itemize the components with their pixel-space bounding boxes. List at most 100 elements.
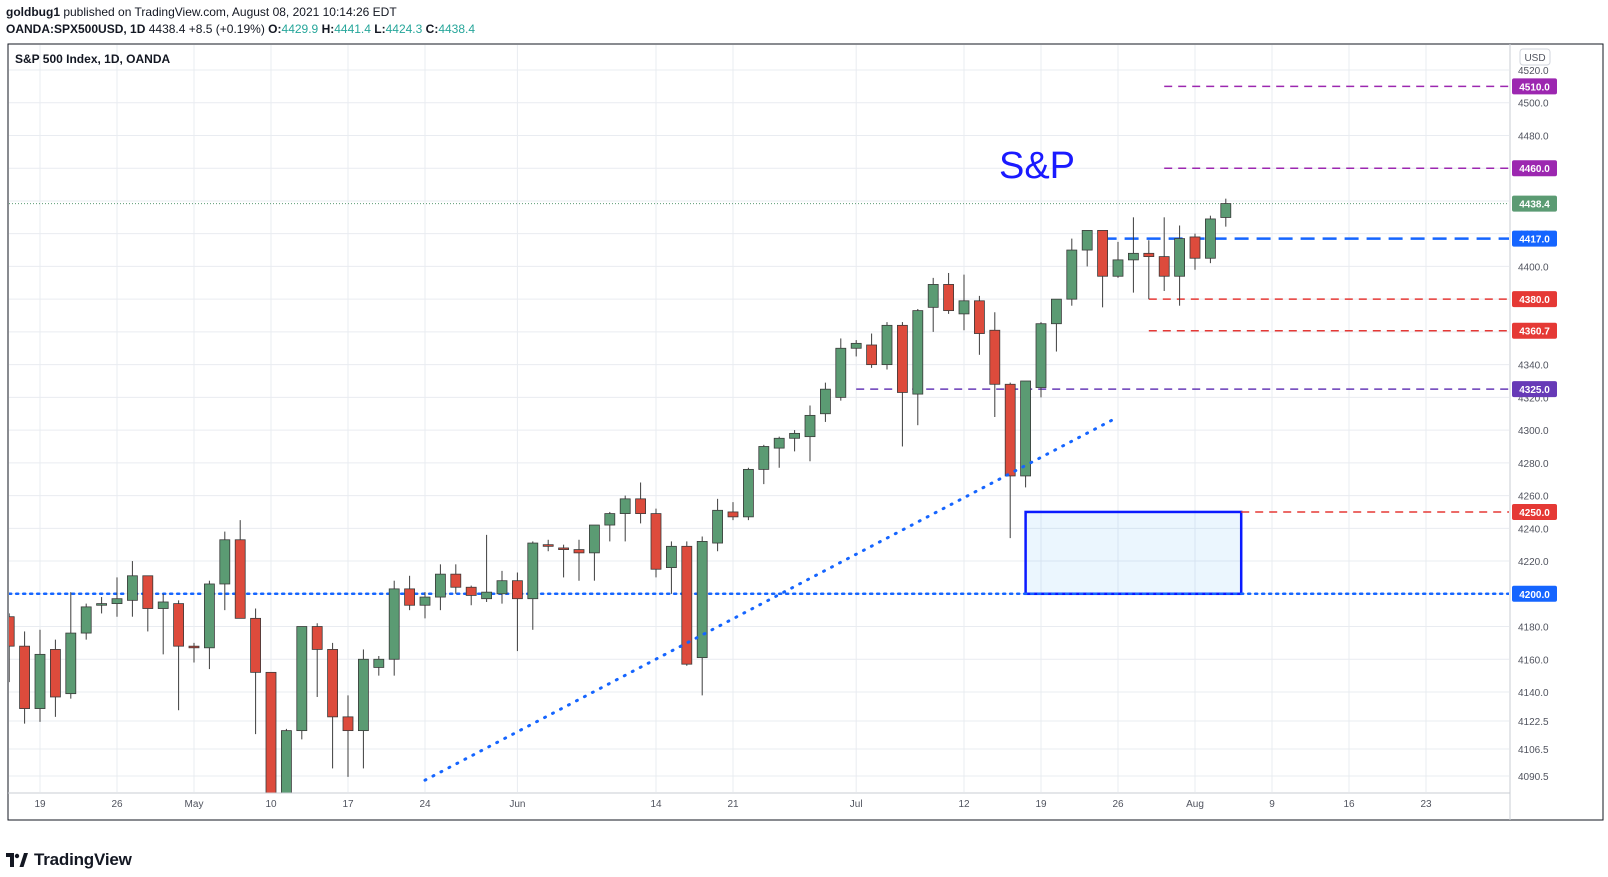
candle-body — [157, 601, 169, 609]
currency-box — [1519, 48, 1551, 66]
candle — [989, 312, 1001, 418]
candle — [1066, 238, 1078, 306]
close-value: 4438.4 — [438, 22, 476, 36]
candle-body — [1158, 256, 1170, 277]
tradingview-logo-icon — [6, 853, 28, 867]
candle — [573, 539, 585, 581]
candle-body — [1143, 252, 1155, 257]
candle — [9, 613, 15, 683]
candle — [188, 642, 200, 663]
price-badge-bg — [1512, 230, 1557, 247]
time-tick-label: 23 — [1420, 799, 1432, 810]
candle — [1143, 240, 1155, 300]
candle — [681, 541, 693, 666]
candle-body — [850, 342, 862, 349]
candle-body — [1128, 252, 1139, 261]
candle-body — [357, 658, 369, 732]
candle-body — [1205, 218, 1216, 259]
candle-body — [173, 603, 185, 647]
candle — [850, 340, 862, 357]
candle — [481, 534, 493, 602]
candle-body — [1112, 259, 1124, 277]
high-label: H: — [321, 22, 335, 36]
candle-body — [542, 544, 554, 547]
candle — [1051, 298, 1062, 352]
candle — [604, 511, 616, 542]
candle — [820, 382, 831, 422]
price-tick-label: 4140.0 — [1518, 688, 1549, 699]
candle — [265, 671, 277, 793]
candle-body — [897, 324, 908, 393]
candle-body — [758, 446, 770, 470]
candle — [1174, 225, 1185, 306]
open-label: O: — [268, 22, 282, 36]
price-badge: 4360.7 — [1512, 322, 1557, 339]
price-tick-label: 4400.0 — [1518, 262, 1549, 273]
time-tick-label: Aug — [1186, 799, 1204, 810]
time-tick-label: 16 — [1343, 799, 1355, 810]
price-tick-label: 4480.0 — [1518, 131, 1549, 142]
price-badge-label: 4510.0 — [1519, 82, 1550, 93]
candle — [50, 639, 61, 717]
candle — [1097, 230, 1108, 308]
candle — [773, 436, 785, 468]
candle-body — [681, 545, 693, 665]
time-tick-label: 14 — [650, 799, 662, 810]
candle-body — [912, 310, 924, 395]
publish-info: goldbug1 published on TradingView.com, A… — [6, 4, 397, 20]
time-tick-label: 17 — [342, 799, 354, 810]
candle-series — [9, 198, 1232, 793]
candle — [881, 322, 893, 370]
candle — [80, 603, 92, 640]
price-badge: 4200.0 — [1512, 585, 1557, 602]
candle-body — [1174, 238, 1185, 277]
candle-body — [373, 658, 385, 668]
price-badges: 4510.0 4460.0 4438.4 4417.0 4380.0 4360.7 4325… — [1512, 78, 1557, 602]
price-badge: 4250.0 — [1512, 503, 1557, 520]
candle-body — [465, 586, 477, 596]
currency-label: USD — [1524, 53, 1545, 64]
candle — [542, 539, 554, 552]
candle-body — [1020, 380, 1031, 477]
price-badge-label: 4325.0 — [1519, 385, 1550, 396]
candle-body — [773, 437, 785, 449]
price-badge-label: 4417.0 — [1519, 235, 1550, 246]
candle — [1020, 380, 1031, 488]
candle-body — [835, 347, 847, 398]
candle — [558, 544, 569, 578]
candle — [619, 495, 631, 542]
candle — [758, 444, 770, 485]
candle — [388, 580, 400, 676]
candle — [311, 623, 323, 697]
candle — [142, 575, 154, 632]
tradingview-logo[interactable]: TradingView — [6, 849, 132, 871]
price-badge-bg — [1512, 585, 1557, 602]
candle — [804, 405, 816, 462]
price-badge-bg — [1512, 78, 1557, 95]
time-tick-label: 26 — [111, 799, 123, 810]
time-axis[interactable]: 19 26 May 10 17 24 Jun 14 21 Jul 12 19 26 Aug 9 16 23 — [34, 799, 1432, 810]
candle-body — [789, 432, 800, 439]
price-badge-label: 4438.4 — [1519, 200, 1550, 211]
published-text: published on TradingView.com, August 08,… — [60, 5, 397, 19]
candle-body — [188, 645, 200, 649]
demand-zone — [1024, 510, 1243, 596]
candle — [296, 626, 308, 740]
chart-legend-title: S&P 500 Index, 1D, OANDA — [15, 52, 170, 66]
candle — [512, 572, 523, 652]
candle — [34, 629, 46, 722]
price-change: +8.5 (+0.19%) — [188, 22, 265, 36]
candle-body — [388, 588, 400, 660]
candle — [19, 631, 31, 724]
price-tick-label: 4280.0 — [1518, 459, 1549, 470]
candle-body — [635, 498, 646, 514]
ohlc-line: OANDA:SPX500USD, 1D 4438.4 +8.5 (+0.19%)… — [6, 21, 475, 37]
price-tick-label: 4220.0 — [1518, 557, 1549, 568]
low-value: 4424.3 — [385, 22, 423, 36]
price-badge: 4325.0 — [1512, 381, 1557, 398]
time-tick-label: Jun — [509, 799, 525, 810]
candle — [342, 695, 354, 777]
candle-body — [804, 414, 816, 438]
author-name[interactable]: goldbug1 — [6, 5, 60, 19]
